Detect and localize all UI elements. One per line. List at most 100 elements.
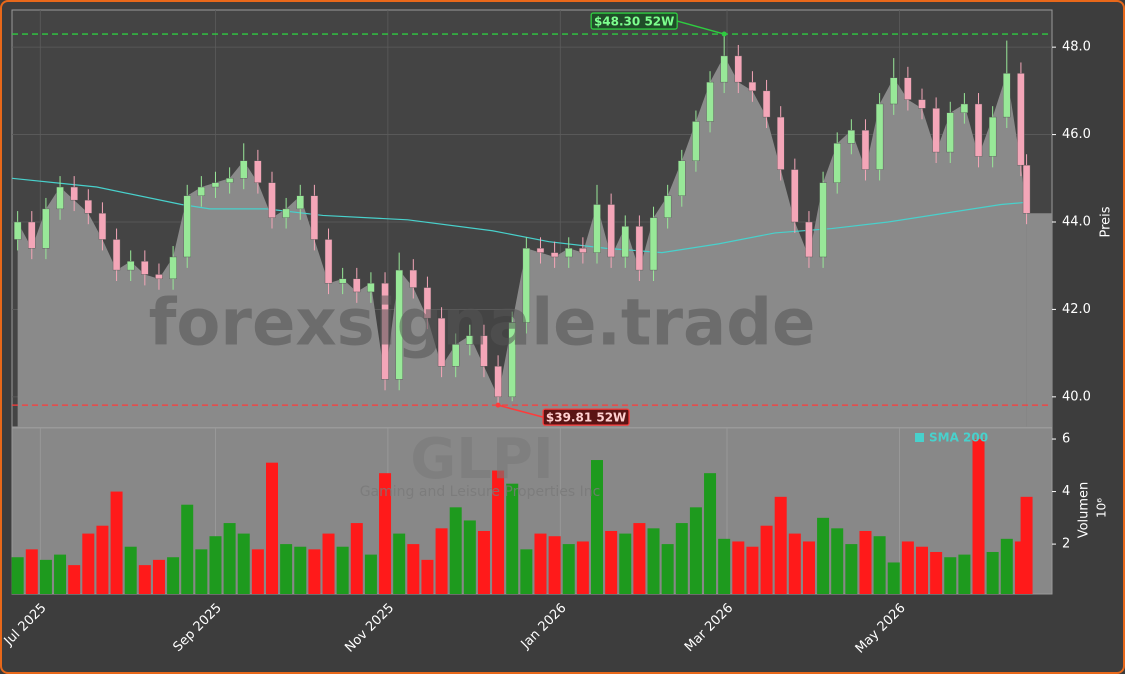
candle-body	[706, 81, 714, 122]
volume-bar	[379, 473, 392, 594]
candle-body	[776, 116, 785, 170]
candle-body	[338, 278, 347, 284]
volume-bar	[68, 565, 81, 594]
candle-body	[70, 186, 78, 201]
candle-body	[847, 130, 856, 144]
candle-body	[607, 204, 615, 258]
annotation-label: $48.30 52W	[594, 15, 674, 29]
volume-bar	[802, 541, 815, 594]
candle-body	[904, 77, 912, 100]
candle-body	[169, 256, 177, 280]
candle-body	[141, 261, 149, 275]
volume-exponent: 10⁶	[1095, 498, 1109, 518]
x-tick-label: Sep 2025	[171, 601, 225, 655]
volume-bar	[1020, 496, 1033, 594]
candle-body	[183, 195, 191, 258]
volume-bar	[1000, 538, 1013, 594]
volume-bar	[477, 530, 490, 594]
volume-bar	[138, 565, 151, 594]
candle-body	[593, 204, 601, 253]
watermark: forexsignale.trade	[149, 287, 816, 361]
candle-body	[536, 248, 545, 253]
candle-body	[550, 252, 559, 258]
volume-bar	[732, 541, 745, 594]
volume-bar	[449, 507, 462, 594]
candle-body	[42, 208, 50, 249]
volume-bar	[548, 536, 561, 594]
candle-body	[282, 208, 290, 218]
volume-bar	[760, 525, 773, 594]
sma-line	[11, 177, 1027, 254]
candle-body	[225, 178, 234, 183]
y-tick-label: 42.0	[1062, 302, 1091, 317]
candle-body	[692, 121, 700, 162]
y-tick-label: 4	[1062, 484, 1070, 499]
volume-bar	[350, 523, 363, 594]
volume-bar	[534, 533, 547, 594]
volume-bar	[619, 533, 632, 594]
candle-body	[805, 221, 813, 258]
volume-bar	[901, 541, 914, 594]
annotation-label: $39.81 52W	[546, 411, 626, 425]
annotation-arrow-head	[721, 31, 727, 37]
volume-bar	[110, 491, 123, 594]
candle-body	[875, 103, 884, 170]
volume-bar	[689, 507, 702, 594]
volume-bar	[266, 462, 278, 594]
x-tick-label: Jan 2026	[518, 601, 570, 653]
candle-body	[819, 182, 827, 258]
candle-body	[621, 226, 629, 258]
candle-body	[310, 195, 319, 240]
volume-bar	[124, 546, 137, 594]
volume-bar	[435, 528, 448, 594]
volume-bar	[407, 544, 420, 594]
candle-body	[635, 226, 644, 271]
volume-bar	[167, 557, 180, 594]
candle-body	[1003, 73, 1011, 118]
candle-body	[84, 199, 93, 214]
annotation-arrow-head	[495, 402, 501, 408]
annotation-arrow	[497, 404, 544, 418]
volume-bar	[873, 536, 886, 594]
candle-body	[381, 282, 389, 380]
candle-body	[466, 335, 474, 345]
candle-body	[296, 195, 304, 210]
x-tick-label: Jul 2025	[1, 601, 50, 650]
volume-bar	[788, 533, 801, 594]
volume-bar	[817, 517, 830, 594]
candle-body	[720, 55, 728, 83]
volume-bar	[364, 554, 377, 594]
x-tick-label: Mar 2026	[682, 601, 736, 655]
candle-body	[268, 182, 276, 218]
candle-body	[762, 90, 771, 118]
candle-body	[974, 103, 983, 157]
y-tick-label: 2	[1062, 537, 1070, 552]
volume-bar	[308, 549, 321, 594]
company-watermark: Gaming and Leisure Properties Inc	[360, 484, 601, 500]
legend-swatch	[915, 433, 924, 442]
annotation-box	[590, 12, 678, 30]
volume-bar	[96, 525, 109, 594]
candle-body	[508, 322, 516, 398]
y-tick-label: 6	[1062, 432, 1070, 447]
volume-bar	[209, 536, 222, 594]
volume-bar	[591, 460, 603, 594]
candle-body	[480, 335, 488, 367]
candle-body	[126, 261, 135, 271]
volume-bar	[576, 541, 589, 594]
y-tick-label: 48.0	[1062, 40, 1091, 55]
candle-body	[494, 366, 502, 398]
annotation-arrow	[676, 20, 725, 35]
candle-body	[98, 213, 107, 240]
y-tick-label: 40.0	[1062, 389, 1091, 404]
volume-bar	[520, 549, 533, 594]
candle-body	[663, 195, 672, 218]
candle-body	[861, 130, 870, 170]
candle-body	[734, 55, 743, 83]
volume-bar	[718, 538, 731, 594]
candle-body	[791, 169, 799, 223]
candle-body	[254, 160, 262, 183]
volume-bar	[181, 504, 194, 594]
candle-body	[155, 274, 163, 280]
